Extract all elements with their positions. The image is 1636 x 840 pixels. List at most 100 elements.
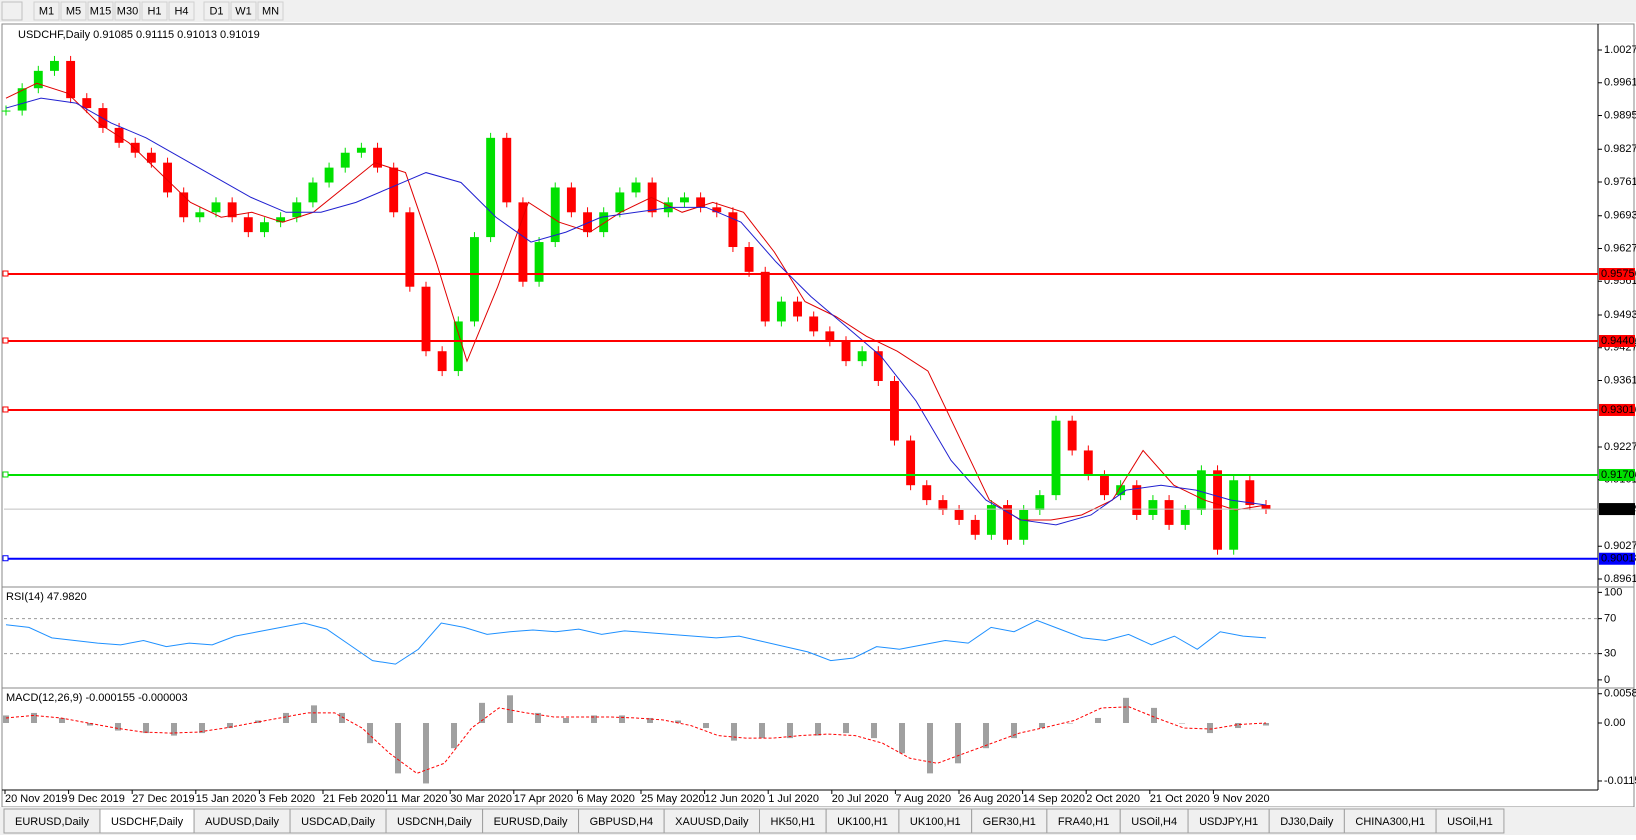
tab[interactable] bbox=[99, 808, 195, 834]
tab-label: USDCAD,Daily bbox=[301, 816, 375, 828]
toolbar-button[interactable] bbox=[168, 1, 195, 21]
macd-bar bbox=[171, 723, 177, 736]
toolbar-button-label: M30 bbox=[117, 5, 138, 17]
candle bbox=[631, 182, 641, 193]
tab-label: UK100,H1 bbox=[910, 816, 961, 828]
macd-bar bbox=[255, 720, 261, 724]
candle bbox=[1229, 480, 1239, 550]
candle bbox=[809, 316, 819, 332]
macd-bar bbox=[227, 723, 233, 729]
candle bbox=[1083, 450, 1093, 476]
macd-bar bbox=[843, 723, 849, 734]
tab[interactable] bbox=[971, 808, 1048, 834]
candle bbox=[308, 182, 318, 203]
macd-bar bbox=[871, 723, 877, 739]
tab[interactable] bbox=[3, 808, 101, 834]
candle bbox=[873, 351, 883, 381]
toolbar-button[interactable] bbox=[257, 1, 284, 21]
x-tick-label: 9 Dec 2019 bbox=[69, 793, 125, 805]
macd-bar bbox=[311, 705, 317, 724]
candle bbox=[825, 331, 835, 342]
level-label: 0.93016 bbox=[1601, 404, 1636, 416]
tab-label: USOil,H4 bbox=[1131, 816, 1177, 828]
candle bbox=[1051, 420, 1061, 496]
macd-bar bbox=[31, 712, 37, 724]
macd-bar bbox=[955, 723, 961, 764]
panel-title: MACD(12,26,9) -0.000155 -0.000003 bbox=[6, 692, 188, 704]
candle bbox=[793, 301, 802, 317]
x-tick-label: 27 Dec 2019 bbox=[132, 793, 194, 805]
macd-bar bbox=[1011, 723, 1017, 739]
tab-label: USDCHF,Daily bbox=[111, 816, 184, 828]
macd-bar bbox=[283, 712, 289, 724]
candle bbox=[696, 197, 706, 208]
toolbar-button-label: M15 bbox=[90, 5, 111, 17]
tab[interactable] bbox=[825, 808, 900, 834]
candle bbox=[550, 187, 560, 243]
x-tick-label: 15 Jan 2020 bbox=[196, 793, 257, 805]
x-tick-label: 7 Aug 2020 bbox=[895, 793, 951, 805]
candle bbox=[1067, 420, 1077, 451]
x-tick-label: 21 Oct 2020 bbox=[1150, 793, 1210, 805]
toolbar-button[interactable] bbox=[87, 1, 114, 21]
tab[interactable] bbox=[482, 808, 580, 834]
tab[interactable] bbox=[1119, 808, 1189, 834]
tab[interactable] bbox=[1046, 808, 1121, 834]
candle bbox=[776, 301, 786, 322]
tab[interactable] bbox=[289, 808, 387, 834]
toolbar-button-label: M5 bbox=[66, 5, 81, 17]
macd-bar bbox=[143, 723, 149, 734]
tab[interactable] bbox=[1343, 808, 1437, 834]
candle bbox=[599, 212, 609, 233]
tab[interactable] bbox=[1268, 808, 1345, 834]
tab[interactable] bbox=[1187, 808, 1270, 834]
candle bbox=[260, 222, 269, 233]
chart-frame bbox=[1, 23, 1635, 808]
macd-bar bbox=[1067, 723, 1073, 724]
macd-bar bbox=[787, 723, 793, 739]
tab[interactable] bbox=[898, 808, 973, 834]
tab[interactable] bbox=[578, 808, 665, 834]
candle bbox=[1245, 480, 1255, 506]
toolbar-button[interactable] bbox=[141, 1, 168, 21]
tab[interactable] bbox=[663, 808, 760, 834]
x-tick-label: 1 Jul 2020 bbox=[768, 793, 819, 805]
toolbar-button[interactable] bbox=[60, 1, 87, 21]
panel-title: USDCHF,Daily 0.91085 0.91115 0.91013 0.9… bbox=[18, 29, 260, 41]
tab[interactable] bbox=[1435, 808, 1505, 834]
macd-bar bbox=[1095, 717, 1101, 724]
candle bbox=[421, 286, 431, 352]
candle bbox=[566, 187, 576, 213]
x-tick-label: 25 May 2020 bbox=[641, 793, 705, 805]
toolbar-button[interactable] bbox=[203, 1, 230, 21]
toolbar-button[interactable] bbox=[33, 1, 60, 21]
level-handle bbox=[2, 337, 9, 344]
candle bbox=[356, 147, 366, 153]
macd-bar bbox=[815, 723, 821, 736]
x-tick-label: 21 Feb 2020 bbox=[323, 793, 385, 805]
current-price-box bbox=[1599, 503, 1635, 516]
candle bbox=[130, 142, 140, 153]
candle bbox=[938, 500, 948, 511]
macd-bar bbox=[3, 715, 9, 724]
x-tick-label: 30 Mar 2020 bbox=[450, 793, 512, 805]
toolbar-menu[interactable] bbox=[1, 1, 23, 21]
panel-title: RSI(14) 47.9820 bbox=[6, 591, 87, 603]
toolbar-button[interactable] bbox=[114, 1, 141, 21]
tab-label: USDJPY,H1 bbox=[1199, 816, 1258, 828]
y-tick-label: 0 bbox=[1604, 674, 1610, 686]
candle bbox=[728, 212, 738, 248]
tab[interactable] bbox=[759, 808, 827, 834]
toolbar-button-label: H1 bbox=[147, 5, 161, 17]
macd-bar bbox=[87, 723, 93, 726]
candle bbox=[292, 202, 302, 218]
macd-bar bbox=[899, 723, 905, 754]
level-handle bbox=[2, 471, 9, 478]
tab-label: UK100,H1 bbox=[837, 816, 888, 828]
tab-label: FRA40,H1 bbox=[1058, 816, 1109, 828]
macd-bar bbox=[339, 712, 345, 724]
toolbar-button[interactable] bbox=[230, 1, 257, 21]
